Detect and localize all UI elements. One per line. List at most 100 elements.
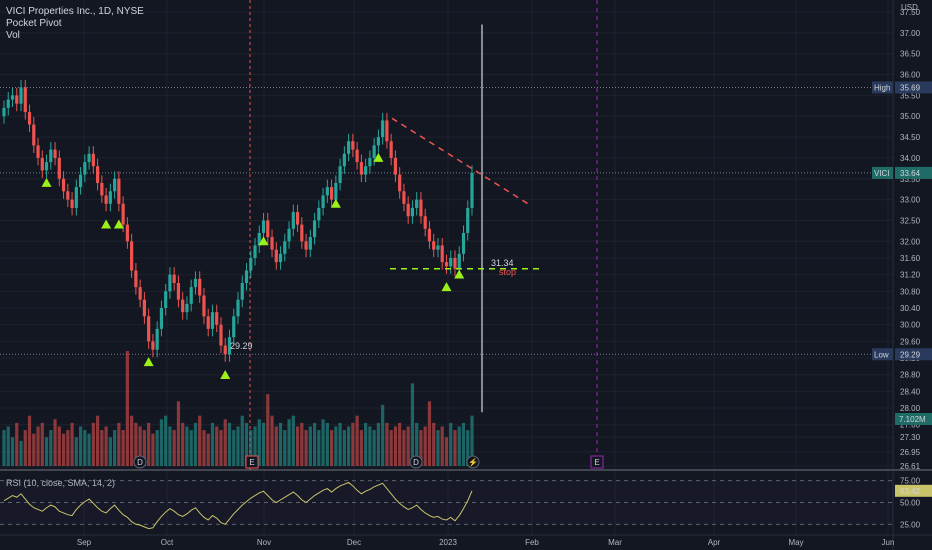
volume-bar bbox=[32, 433, 36, 466]
candle-body bbox=[74, 187, 78, 208]
volume-bar bbox=[393, 426, 398, 466]
time-tick-label: 2023 bbox=[439, 538, 457, 547]
volume-bar bbox=[334, 426, 338, 466]
candle-body bbox=[61, 178, 66, 192]
volume-bar bbox=[49, 430, 53, 466]
price-tick-label: 36.00 bbox=[900, 71, 921, 80]
candle-body bbox=[185, 303, 189, 313]
time-tick-label: Sep bbox=[77, 538, 92, 547]
volume-bar bbox=[423, 426, 427, 466]
price-tick-label: 31.20 bbox=[900, 271, 921, 280]
candle-body bbox=[470, 172, 474, 208]
time-tick-label: Jun bbox=[882, 538, 895, 547]
price-tick-label: 27.30 bbox=[900, 433, 921, 442]
candle-body bbox=[78, 174, 83, 188]
time-tick-label: Dec bbox=[347, 538, 361, 547]
candle-body bbox=[304, 241, 308, 250]
volume-bar bbox=[402, 430, 406, 466]
volume-bar bbox=[2, 430, 6, 466]
volume-bar bbox=[244, 422, 249, 466]
volume-bar bbox=[470, 415, 474, 466]
candle-body bbox=[308, 237, 312, 250]
rsi-legend[interactable]: RSI (10, close, SMA, 14, 2) bbox=[6, 478, 116, 488]
volume-bar bbox=[330, 430, 334, 466]
price-tick-label: 29.60 bbox=[900, 337, 921, 346]
volume-bar bbox=[291, 415, 295, 466]
candle-body bbox=[155, 328, 159, 350]
low-badge-value-bg bbox=[895, 348, 932, 361]
volume-bar bbox=[198, 415, 202, 466]
volume-bar bbox=[385, 422, 389, 466]
symbol-title[interactable]: VICI Properties Inc., 1D, NYSE bbox=[6, 6, 144, 17]
volume-bar bbox=[70, 422, 74, 466]
volume-bar bbox=[368, 426, 372, 466]
earnings-icon-label: E bbox=[249, 458, 254, 467]
volume-bar bbox=[240, 415, 244, 466]
candle-body bbox=[347, 141, 351, 154]
currency-label: USD bbox=[901, 3, 918, 12]
volume-bar bbox=[44, 437, 49, 466]
candle-body bbox=[19, 87, 23, 104]
volume-bar bbox=[444, 437, 449, 466]
volume-bar bbox=[389, 430, 393, 466]
high-badge-label-bg bbox=[872, 81, 893, 94]
candle-body bbox=[134, 270, 138, 288]
price-tick-label: 32.50 bbox=[900, 216, 921, 225]
candle-body bbox=[257, 232, 261, 246]
volume-bar bbox=[130, 415, 134, 466]
volume-bar bbox=[406, 426, 410, 466]
volume-bar bbox=[257, 419, 261, 466]
volume-bar bbox=[66, 430, 70, 466]
candle-body bbox=[151, 341, 155, 350]
volume-bar bbox=[342, 430, 346, 466]
candle-body bbox=[113, 178, 117, 192]
candle-body bbox=[338, 166, 342, 183]
candle-body bbox=[210, 312, 215, 329]
time-tick-label: Apr bbox=[708, 538, 721, 547]
pocket-pivot-marker bbox=[143, 357, 154, 367]
candle-body bbox=[461, 232, 466, 254]
rsi-band bbox=[0, 480, 893, 525]
volume-bar bbox=[219, 430, 223, 466]
volume-bar bbox=[415, 422, 419, 466]
indicator-pocket-pivot[interactable]: Pocket Pivot bbox=[6, 18, 62, 29]
candle-body bbox=[223, 345, 227, 355]
candle-body bbox=[121, 203, 125, 225]
volume-bar bbox=[159, 419, 164, 466]
candle-body bbox=[406, 203, 410, 217]
price-tick-label: 28.80 bbox=[900, 371, 921, 380]
indicator-vol[interactable]: Vol bbox=[6, 30, 20, 41]
candle-body bbox=[410, 207, 415, 217]
volume-bar bbox=[104, 426, 108, 466]
candle-body bbox=[295, 212, 300, 225]
volume-bar bbox=[300, 422, 304, 466]
candle-body bbox=[125, 224, 129, 242]
volume-bar bbox=[466, 430, 470, 466]
volume-bar bbox=[381, 404, 385, 466]
candle-body bbox=[2, 107, 6, 117]
dividend-icon-label: D bbox=[137, 458, 143, 467]
candle-body bbox=[138, 287, 142, 300]
stop-text-label: stop bbox=[499, 267, 516, 277]
last-price-badge-value: 33.64 bbox=[900, 169, 921, 178]
volume-bar bbox=[461, 422, 466, 466]
candle-body bbox=[176, 282, 181, 300]
price-tick-label: 28.40 bbox=[900, 387, 921, 396]
time-tick-label: Oct bbox=[161, 538, 174, 547]
candle-body bbox=[117, 178, 121, 204]
volume-bar bbox=[432, 422, 436, 466]
candle-body bbox=[385, 120, 389, 142]
time-tick-label: Nov bbox=[257, 538, 271, 547]
candle-body bbox=[300, 224, 304, 242]
dividend-icon bbox=[133, 455, 147, 469]
candle-body bbox=[70, 199, 74, 208]
pocket-pivot-marker bbox=[101, 219, 112, 229]
resistance-trendline bbox=[391, 117, 529, 205]
candle-body bbox=[87, 153, 91, 163]
candle-body bbox=[206, 316, 210, 329]
candle-body bbox=[325, 187, 329, 196]
dividend-icon bbox=[409, 455, 423, 469]
candle-body bbox=[164, 291, 168, 308]
volume-bar bbox=[325, 422, 329, 466]
last-price-badge-label: VICI bbox=[874, 169, 890, 178]
